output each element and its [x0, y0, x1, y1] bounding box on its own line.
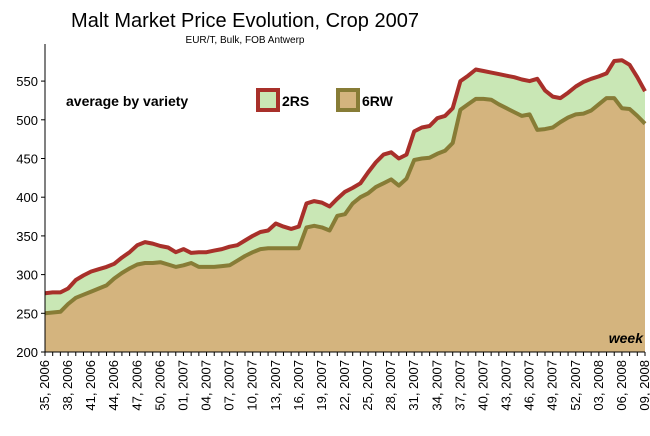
area-fill	[45, 98, 645, 352]
x-tick-label: 44, 2006	[106, 360, 121, 411]
x-tick-label: 41, 2006	[83, 360, 98, 411]
x-tick-label: 40, 2007	[475, 360, 490, 411]
x-tick-label: 43, 2007	[499, 360, 514, 411]
legend-label: 6RW	[362, 93, 394, 109]
x-tick-label: 34, 2007	[429, 360, 444, 411]
series-line	[44, 58, 647, 296]
x-tick-label: 47, 2006	[129, 360, 144, 411]
y-tick-label: 350	[16, 229, 38, 244]
x-tick-label: 04, 2007	[199, 360, 214, 411]
series-line	[44, 96, 647, 316]
legend-swatch	[336, 88, 360, 112]
legend-label: 2RS	[282, 93, 309, 109]
x-tick-label: 28, 2007	[383, 360, 398, 411]
x-tick-label: 01, 2007	[175, 360, 190, 411]
x-tick-label: 37, 2007	[452, 360, 467, 411]
chart-title: Malt Market Price Evolution, Crop 2007	[71, 10, 419, 32]
y-tick-label: 450	[16, 151, 38, 166]
x-tick-label: 22, 2007	[337, 360, 352, 411]
x-tick-label: 38, 2006	[60, 360, 75, 411]
x-tick-label: 19, 2007	[314, 360, 329, 411]
legend-title: average by variety	[66, 93, 188, 109]
x-tick-label: 49, 2007	[545, 360, 560, 411]
x-tick-label: 03, 2008	[591, 360, 606, 411]
x-tick-label: 35, 2006	[37, 360, 52, 411]
x-tick-label: 52, 2007	[568, 360, 583, 411]
x-tick-label: 25, 2007	[360, 360, 375, 411]
y-tick-label: 200	[16, 345, 38, 360]
x-tick-label: 10, 2007	[245, 360, 260, 411]
x-tick-label: 16, 2007	[291, 360, 306, 411]
chart-subtitle: EUR/T, Bulk, FOB Antwerp	[186, 35, 305, 46]
x-tick-label: 09, 2008	[637, 360, 650, 411]
x-tick-label: 13, 2007	[268, 360, 283, 411]
x-tick-label: 06, 2008	[614, 360, 629, 411]
y-tick-label: 300	[16, 268, 38, 283]
x-tick-label: 07, 2007	[222, 360, 237, 411]
y-tick-label: 400	[16, 190, 38, 205]
x-tick-label: 46, 2007	[522, 360, 537, 411]
x-tick-label: 31, 2007	[406, 360, 421, 411]
y-tick-label: 500	[16, 113, 38, 128]
x-axis-label: week	[609, 330, 644, 346]
y-tick-label: 550	[16, 74, 38, 89]
y-tick-label: 250	[16, 306, 38, 321]
legend-swatch	[256, 88, 280, 112]
x-tick-label: 50, 2006	[152, 360, 167, 411]
